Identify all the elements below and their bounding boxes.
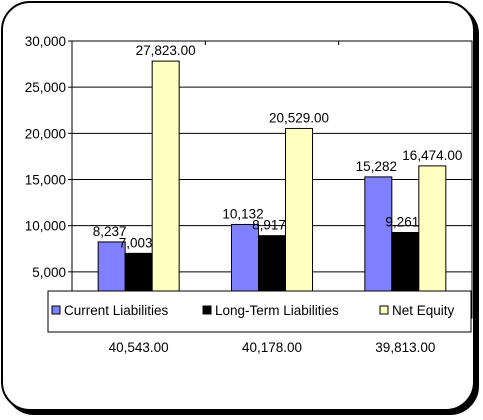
y-axis: 30,000 25,000 20,000 15,000 10,000 5,000 [25, 34, 72, 280]
legend-swatch-long-term-liabilities [202, 305, 212, 315]
data-label-current-liabilities: 10,132 [222, 206, 263, 221]
data-label-net-equity: 16,474.00 [402, 148, 462, 163]
data-label-long-term-liabilities: 9,261 [385, 214, 419, 229]
legend-swatch-current-liabilities [51, 305, 61, 315]
legend-item-net-equity: Net Equity [379, 303, 455, 318]
data-label-long-term-liabilities: 7,003 [119, 235, 153, 250]
legend-box [47, 290, 472, 333]
data-label-current-liabilities: 8,237 [93, 224, 127, 239]
data-label-current-liabilities: 15,282 [356, 159, 397, 174]
y-tick-label: 20,000 [25, 126, 66, 141]
x-tick-label: 40,178.00 [242, 340, 302, 355]
data-label-net-equity: 20,529.00 [269, 110, 329, 125]
data-label-long-term-liabilities: 8,917 [252, 218, 286, 233]
bar-net-equity [151, 60, 180, 319]
y-tick-label: 15,000 [25, 173, 66, 188]
x-axis-labels: 40,543.00 40,178.00 39,813.00 [109, 340, 436, 355]
legend-swatch-net-equity [379, 305, 389, 315]
legend: Current Liabilities Long-Term Liabilitie… [47, 290, 472, 333]
y-tick-label: 25,000 [25, 80, 66, 95]
bar-net-equity [285, 127, 313, 319]
legend-label-current-liabilities: Current Liabilities [64, 303, 169, 318]
legend-label-net-equity: Net Equity [392, 303, 455, 318]
data-label-net-equity: 27,823.00 [136, 43, 196, 58]
x-tick-label: 40,543.00 [109, 340, 169, 355]
y-tick-label: 10,000 [25, 219, 66, 234]
legend-item-current-liabilities: Current Liabilities [51, 303, 169, 318]
legend-item-long-term-liabilities: Long-Term Liabilities [202, 303, 339, 318]
y-tick-label: 30,000 [25, 34, 66, 49]
x-tick-label: 39,813.00 [375, 340, 435, 355]
legend-label-long-term-liabilities: Long-Term Liabilities [215, 303, 339, 318]
y-tick-label: 5,000 [32, 265, 66, 280]
